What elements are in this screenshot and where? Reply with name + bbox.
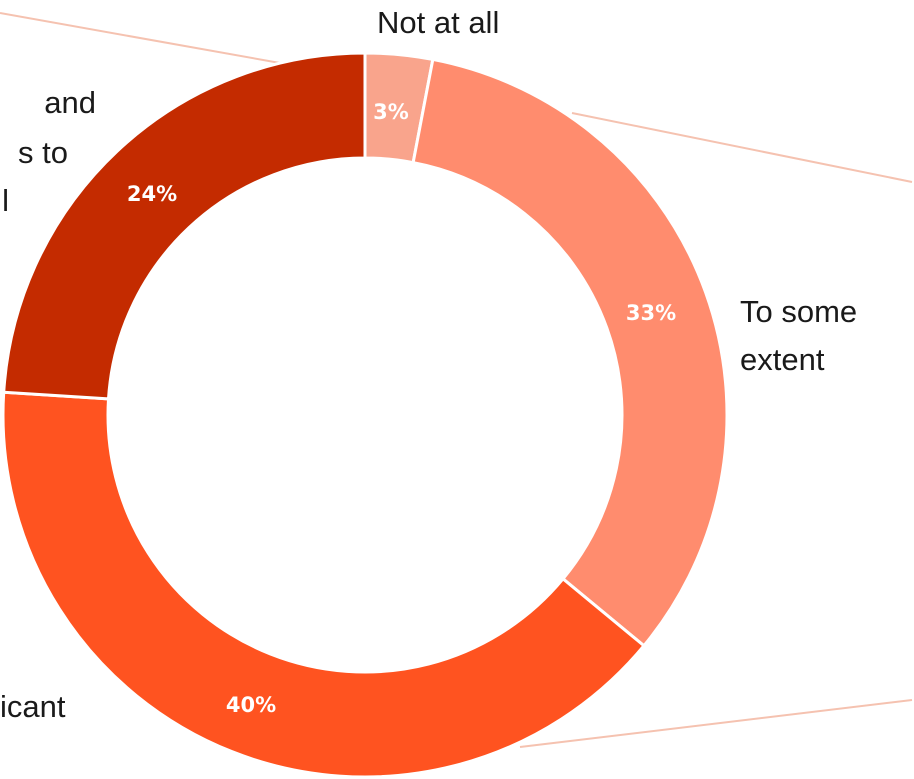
donut-slice-critical xyxy=(2,51,367,401)
donut-slice-significant xyxy=(1,390,647,779)
leader-line-to-some-extent xyxy=(571,112,913,183)
donut-slices xyxy=(1,51,729,779)
percentage-labels: 3% 33% 40% 24% xyxy=(127,100,676,717)
leader-lines xyxy=(0,12,913,748)
category-label-critical-line1: and xyxy=(44,85,96,120)
category-label-to-some-extent-line1: To some xyxy=(740,294,857,329)
leader-line-not-at-all xyxy=(0,12,281,64)
slice-value-label-critical: 24% xyxy=(127,182,177,206)
category-label-not-at-all: Not at all xyxy=(377,5,499,40)
donut-slice-to-some-extent xyxy=(411,57,729,648)
category-label-critical-line2: s to xyxy=(18,135,68,170)
category-label-significant: icant xyxy=(0,689,66,724)
category-label-critical-line3: l xyxy=(2,183,9,218)
category-labels: Not at all To some extent icant and s to… xyxy=(0,5,857,724)
slice-value-label-not-at-all: 3% xyxy=(373,100,409,124)
slice-value-label-to-some-extent: 33% xyxy=(626,301,676,325)
slice-value-label-significant: 40% xyxy=(226,693,276,717)
category-label-to-some-extent-line2: extent xyxy=(740,342,825,377)
leader-line-significant xyxy=(519,699,913,748)
